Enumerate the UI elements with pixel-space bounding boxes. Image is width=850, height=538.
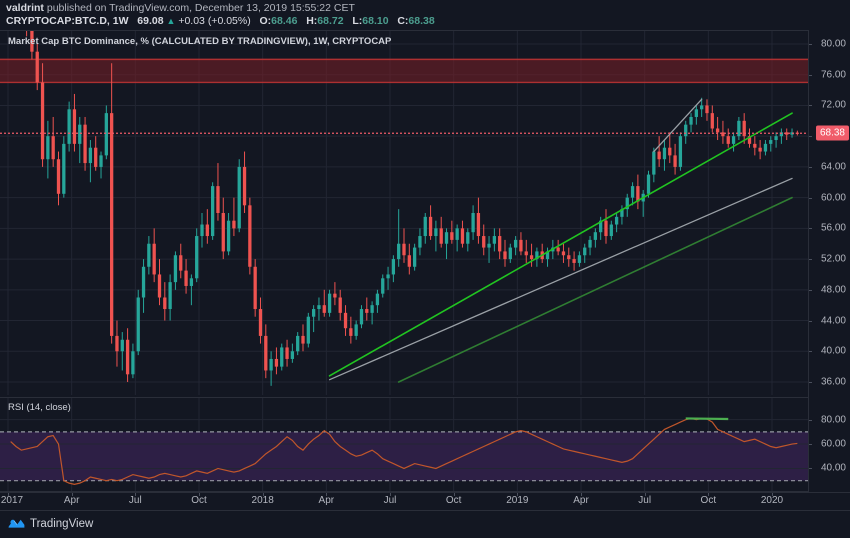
price-axis-tick-label: 56.00	[820, 222, 846, 234]
price-axis-tick	[808, 74, 812, 76]
time-axis-tick-label: Apr	[573, 495, 589, 506]
price-axis[interactable]: 80.0076.0072.0068.0064.0060.0056.0052.00…	[808, 30, 850, 492]
current-price-tag[interactable]: 68.38	[815, 125, 849, 141]
time-axis-tick-label: 2019	[506, 495, 529, 506]
time-axis-tick-label: Jul	[638, 495, 652, 506]
price-pane[interactable]	[0, 30, 808, 395]
rsi-axis-tick	[808, 444, 812, 446]
price-axis-tick-label: 60.00	[820, 192, 846, 204]
price-axis-tick-label: 36.00	[820, 376, 846, 388]
time-axis-tick-label: Apr	[318, 495, 335, 506]
rsi-axis-tick-label: 80.00	[820, 414, 846, 426]
time-axis-border	[0, 492, 850, 493]
price-axis-tick-label: 72.00	[820, 99, 846, 111]
time-axis-tick	[644, 492, 646, 496]
high-value: 68.72	[317, 15, 344, 27]
price-pane-legend: Market Cap BTC Dominance, % (CALCULATED …	[8, 36, 392, 47]
price-axis-tick	[808, 228, 812, 230]
price-axis-tick	[808, 44, 812, 45]
last-price: 69.08	[137, 15, 164, 27]
price-axis-tick	[808, 382, 812, 383]
tradingview-brand-label: TradingView	[30, 517, 94, 530]
time-axis[interactable]: 2017 Apr Jul Oct 2018 Apr Jul Oct 2019 Apr Jul Oct 2…	[0, 492, 850, 510]
time-axis-tick	[581, 492, 582, 496]
time-axis-tick-label: 2018	[251, 495, 274, 506]
symbol-label[interactable]: CRYPTOCAP:BTC.D, 1W	[6, 15, 129, 27]
rsi-chart-svg	[0, 397, 808, 492]
price-axis-tick	[808, 289, 812, 291]
low-label: L:	[352, 15, 363, 27]
price-axis-tick	[808, 320, 812, 322]
price-change: +0.03 (+0.05%)	[178, 15, 251, 27]
high-label: H:	[306, 15, 318, 27]
price-axis-tick-label: 80.00	[820, 38, 846, 50]
rsi-pane-legend: RSI (14, close)	[8, 402, 71, 413]
time-axis-tick-label: 2020	[760, 495, 784, 506]
price-axis-tick-label: 64.00	[820, 161, 846, 173]
price-axis-tick-label: 44.00	[820, 315, 846, 327]
price-axis-tick-label: 40.00	[820, 345, 846, 357]
time-axis-tick	[517, 492, 519, 496]
price-up-arrow-icon: ▲	[166, 16, 176, 26]
time-axis-tick	[199, 492, 200, 496]
author-name[interactable]: valdrint	[6, 2, 44, 14]
open-label: O:	[259, 15, 272, 27]
symbol-quote-line: CRYPTOCAP:BTC.D, 1W 69.08 ▲ +0.03 (+0.05…	[6, 15, 435, 27]
published-text: published on TradingView.com, December 1…	[46, 2, 355, 14]
price-axis-tick	[808, 105, 812, 107]
time-axis-tick	[772, 492, 773, 496]
price-axis-tick	[808, 166, 812, 168]
price-axis-tick	[808, 351, 812, 353]
time-axis-tick	[135, 492, 137, 496]
price-axis-tick-label: 52.00	[820, 253, 846, 265]
footer-bar: TradingView	[0, 510, 850, 538]
time-axis-tick-label: Jul	[128, 495, 142, 506]
rsi-pane[interactable]	[0, 397, 808, 492]
rsi-axis-tick-label: 60.00	[820, 438, 846, 450]
time-axis-tick-label: Apr	[63, 495, 80, 506]
price-axis-tick	[808, 197, 812, 199]
tradingview-logo-icon	[8, 519, 25, 528]
time-axis-tick	[326, 492, 328, 496]
time-axis-tick	[453, 492, 455, 496]
close-value: 68.38	[408, 15, 435, 27]
price-axis-tick-label: 76.00	[820, 69, 846, 81]
price-axis-tick-label: 48.00	[820, 284, 846, 296]
time-axis-tick-label: 2017	[0, 495, 24, 506]
time-axis-tick	[390, 492, 391, 496]
chart-header: valdrint published on TradingView.com, D…	[0, 0, 850, 30]
price-axis-tick	[808, 259, 812, 261]
open-value: 68.46	[271, 15, 298, 27]
time-axis-tick	[708, 492, 710, 496]
publisher-line: valdrint published on TradingView.com, D…	[6, 2, 355, 14]
price-axis-tick	[808, 136, 812, 138]
time-axis-tick	[8, 492, 9, 496]
time-axis-tick-label: Jul	[383, 495, 397, 506]
low-value: 68.10	[362, 15, 389, 27]
axis-separator	[808, 30, 809, 510]
time-axis-tick-label: Oct	[191, 495, 207, 506]
rsi-axis-tick-label: 40.00	[820, 462, 846, 474]
time-axis-tick	[71, 492, 73, 496]
tradingview-brand[interactable]: TradingView	[8, 517, 93, 530]
time-axis-tick	[262, 492, 264, 496]
time-axis-tick-label: Oct	[700, 495, 717, 506]
time-axis-tick-label: Oct	[445, 495, 462, 506]
price-chart-svg	[0, 30, 808, 395]
rsi-axis-tick	[808, 419, 812, 421]
rsi-axis-tick	[808, 468, 812, 470]
close-label: C:	[397, 15, 409, 27]
